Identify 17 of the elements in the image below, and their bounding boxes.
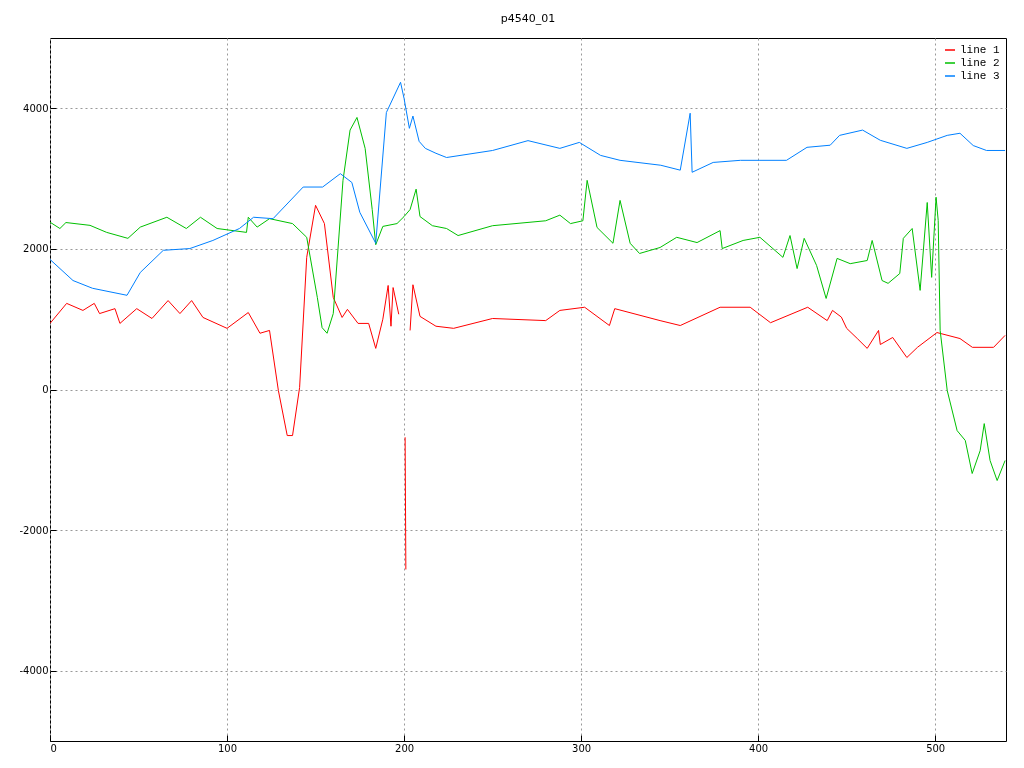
x-tick-label: 300 bbox=[572, 742, 592, 754]
x-tick-label: 100 bbox=[217, 742, 238, 754]
y-tick-label: 2000 bbox=[23, 243, 49, 255]
x-tick-label: 200 bbox=[395, 742, 415, 754]
y-tick-label: -4000 bbox=[19, 665, 49, 677]
legend-label: line 1 bbox=[960, 44, 1001, 56]
x-tick-label: 0 bbox=[50, 742, 57, 754]
line-series bbox=[50, 116, 1006, 482]
y-tick-label: 4000 bbox=[23, 102, 49, 114]
line-series bbox=[50, 81, 1006, 296]
legend-label: line 3 bbox=[960, 70, 1000, 82]
legend-label: line 2 bbox=[960, 57, 1000, 69]
chart-title: p4540_01 bbox=[500, 12, 556, 25]
x-tick-label: 400 bbox=[749, 742, 769, 754]
x-tick-label: 500 bbox=[926, 742, 946, 754]
y-tick-label: 0 bbox=[42, 384, 49, 395]
y-tick-label: -2000 bbox=[19, 524, 49, 536]
